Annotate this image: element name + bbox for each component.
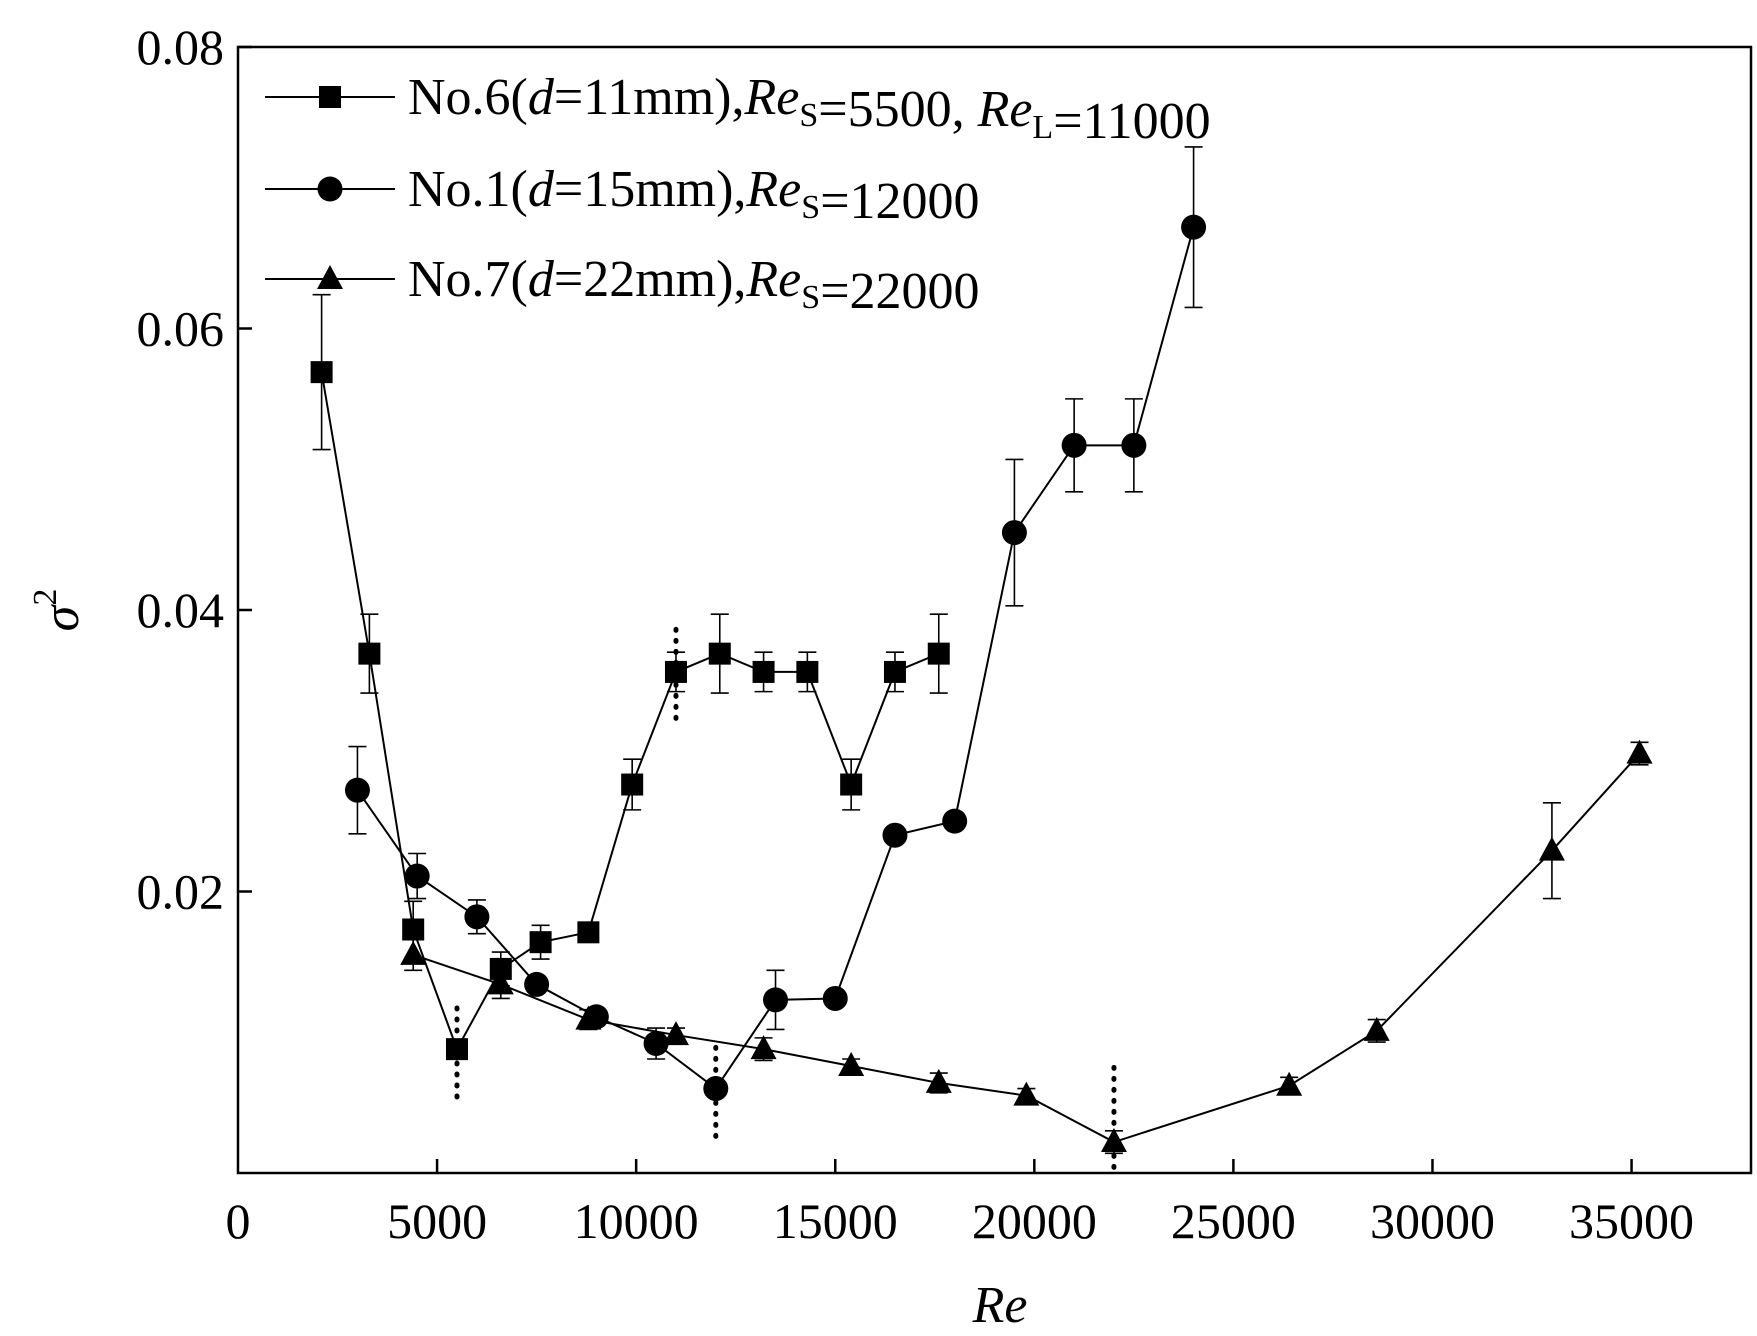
x-tick-label: 25000 [1171, 1193, 1296, 1249]
legend-marker [319, 86, 341, 108]
y-axis-title: σ2 [27, 589, 90, 632]
data-point [1276, 1071, 1303, 1096]
data-point [575, 1005, 602, 1030]
legend-entry: No.1(d=15mm),ReS=12000 [265, 161, 980, 230]
legend-label: No.6(d=11mm),ReS=5500, ReL=11000 [408, 69, 1211, 150]
x-tick-label: 15000 [773, 1193, 898, 1249]
data-point [750, 1035, 777, 1060]
y-tick-label: 0.06 [137, 301, 225, 357]
x-axis-title: Re [972, 1277, 1028, 1334]
data-point [882, 822, 908, 848]
legend: No.6(d=11mm),ReS=5500, ReL=11000 No.1(d=1… [265, 69, 1211, 320]
data-point [643, 1031, 669, 1057]
legend-entry: No.7(d=22mm),ReS=22000 [265, 251, 980, 320]
x-tick-label: 35000 [1569, 1193, 1694, 1249]
data-point [840, 773, 863, 796]
data-point [1363, 1016, 1390, 1041]
data-point [708, 642, 731, 665]
x-tick-label: 0 [226, 1193, 251, 1249]
annotations [454, 617, 1117, 1170]
x-tick-label: 20000 [972, 1193, 1097, 1249]
data-point [752, 660, 775, 683]
y-tick-label: 0.08 [137, 19, 225, 75]
data-point [1538, 836, 1565, 861]
series-circle [344, 146, 1207, 1102]
legend-label: No.1(d=15mm),ReS=12000 [408, 161, 980, 230]
svg-text:σ2: σ2 [27, 589, 90, 632]
x-axis-ticks: 0 5000 10000 15000 20000 25000 30000 35000 [226, 1159, 1694, 1249]
data-point [445, 1038, 468, 1061]
x-tick-label: 5000 [387, 1193, 487, 1249]
data-point [621, 773, 644, 796]
data-point [925, 1068, 952, 1093]
data-point [763, 987, 789, 1013]
legend-marker [317, 176, 343, 202]
data-point [1121, 432, 1147, 458]
y-tick-label: 0.04 [137, 582, 225, 638]
data-point [1626, 739, 1653, 764]
data-point [703, 1076, 729, 1102]
data-point [404, 863, 430, 889]
data-point [822, 985, 848, 1011]
y-axis-ticks: 0.02 0.04 0.06 0.08 [137, 19, 252, 920]
legend-marker [317, 265, 343, 289]
series-layer [310, 146, 1653, 1155]
data-point [1061, 432, 1087, 458]
data-point [524, 971, 550, 997]
y-axis-title-sup: 2 [27, 589, 64, 606]
y-axis-title-symbol: σ [33, 603, 90, 631]
x-tick-label: 30000 [1370, 1193, 1495, 1249]
data-point [662, 1021, 689, 1046]
data-point [464, 904, 490, 930]
data-point [529, 931, 552, 954]
data-point [1181, 214, 1207, 240]
data-point [310, 361, 333, 384]
data-point [402, 918, 425, 941]
data-point [344, 777, 370, 803]
data-point [400, 940, 427, 965]
data-point [838, 1052, 865, 1077]
data-point [883, 660, 906, 683]
y-tick-label: 0.02 [137, 864, 225, 920]
legend-entry: No.6(d=11mm),ReS=5500, ReL=11000 [265, 69, 1211, 150]
data-point [1100, 1128, 1127, 1153]
data-point [796, 660, 819, 683]
data-point [577, 921, 600, 944]
x-tick-label: 10000 [574, 1193, 699, 1249]
data-point [489, 957, 512, 980]
data-point [487, 970, 514, 995]
data-point [1001, 520, 1027, 546]
series-line [356, 226, 1195, 1090]
legend-label: No.7(d=22mm),ReS=22000 [408, 251, 980, 320]
series-triangle [400, 739, 1653, 1155]
data-point [358, 642, 381, 665]
data-point [664, 660, 687, 683]
data-point [1013, 1081, 1040, 1106]
data-point [927, 642, 950, 665]
data-point [942, 808, 968, 834]
